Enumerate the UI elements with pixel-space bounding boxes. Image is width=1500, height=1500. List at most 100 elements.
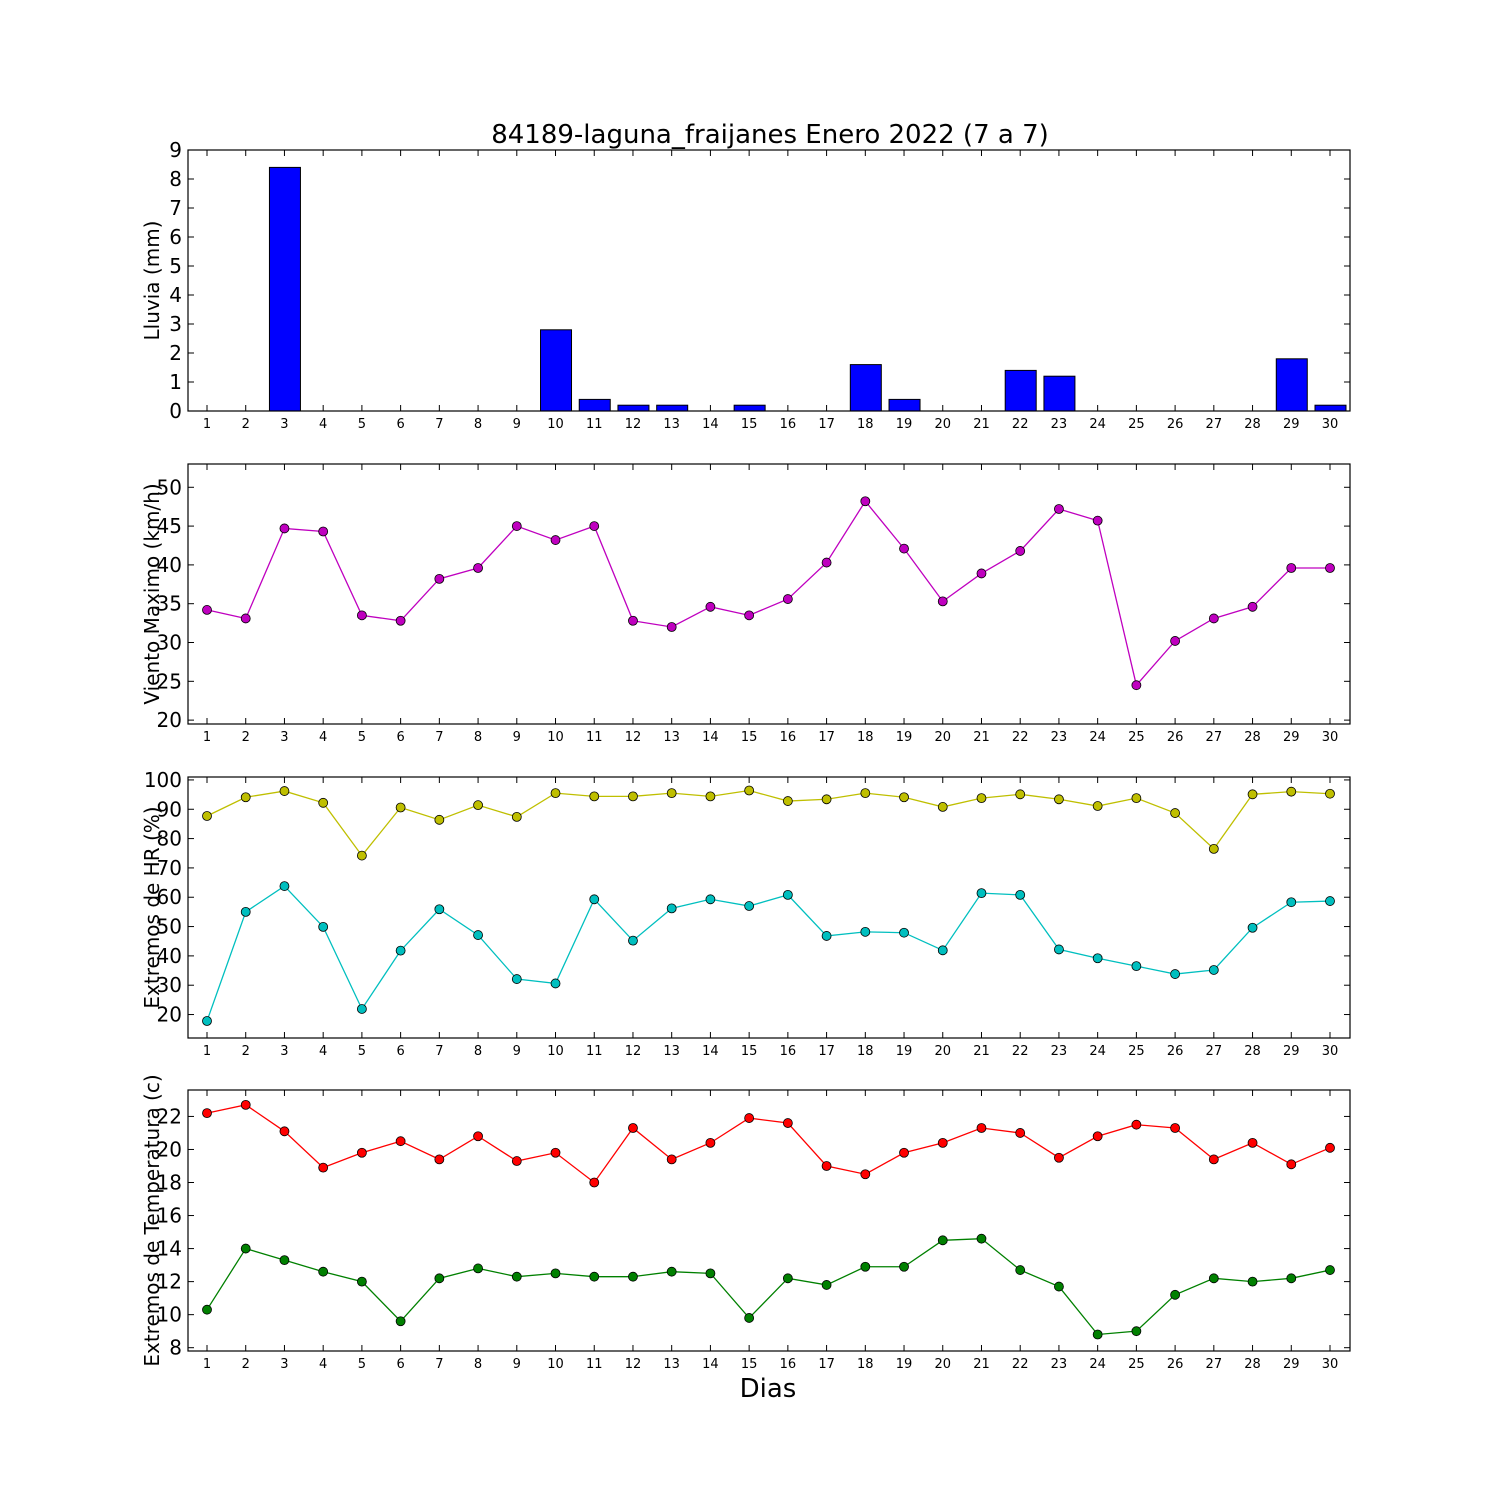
hr-min-point [899,927,909,938]
x-tick-label: 2 [242,417,250,432]
temp-max-point [666,1154,677,1165]
x-tick-label: 28 [1244,1044,1261,1059]
temp-max-point [395,1136,406,1147]
rain-bar [656,404,689,412]
hr-min-point [1208,965,1219,975]
x-tick-label: 29 [1283,730,1300,745]
y-tick-label: 90 [157,797,182,821]
x-tick-label: 17 [818,1044,835,1059]
x-tick-label: 4 [319,730,327,745]
wind-max-point [356,610,367,621]
wind-max-point [279,523,290,534]
hr-max-point [744,785,755,796]
x-tick-label: 20 [934,1044,951,1059]
x-tick-label: 13 [663,730,680,745]
rain-bar [849,364,882,412]
x-tick-label: 13 [663,1357,680,1372]
x-tick-label: 2 [242,1044,250,1059]
hr-max-point [1092,801,1103,811]
hr-max-point [1015,789,1026,800]
temp-min-point [395,1316,406,1327]
temp-min-point [782,1273,793,1284]
x-tick-label: 4 [319,1044,327,1059]
wind-max-point [1247,601,1258,612]
temp-max-point [860,1169,871,1180]
rain-bar [1314,404,1347,412]
x-tick-label: 27 [1206,1357,1223,1372]
y-tick-label: 40 [157,553,182,577]
rain-bar [540,329,573,412]
x-tick-label: 18 [857,730,874,745]
wind-max-point [976,568,987,579]
rain-bar [733,404,766,412]
temp-min-point [240,1243,251,1254]
wind-max-point [240,613,251,624]
wind-max-point [705,601,716,612]
hr-max-point [550,788,561,799]
x-tick-label: 15 [741,730,758,745]
hr-max-point [782,796,793,806]
x-tick-label: 11 [586,1357,603,1372]
x-tick-label: 2 [242,730,250,745]
x-tick-label: 29 [1283,1044,1300,1059]
x-tick-label: 5 [358,1357,366,1372]
hr-min-point [434,904,445,915]
wind-max-point [1092,515,1103,526]
temp-min-point [744,1313,755,1323]
y-tick-label: 12 [157,1270,182,1294]
x-tick-label: 28 [1244,730,1261,745]
temp-min-point [473,1263,483,1274]
x-tick-label: 24 [1089,1044,1106,1059]
x-tick-label: 14 [702,1044,719,1059]
wind-max-point [202,605,212,615]
x-tick-label: 3 [280,1357,288,1372]
y-tick-label: 25 [157,669,182,693]
x-tick-label: 18 [857,417,874,432]
x-tick-label: 16 [780,1357,797,1372]
y-tick-label: 20 [157,708,182,732]
x-tick-label: 5 [358,417,366,432]
hr-max-line [206,789,1331,857]
wind-max-line [206,500,1330,687]
y-axis-label-temperature: Extremos de Temperatura (c) [140,1074,164,1366]
x-tick-label: 9 [513,417,521,432]
y-tick-label: 20 [157,1003,182,1027]
hr-max-point [434,814,445,825]
y-tick-label: 40 [157,944,182,968]
wind-max-point [589,521,600,531]
hr-min-point [821,931,832,941]
x-tick-label: 30 [1322,417,1339,432]
x-tick-label: 15 [741,1044,758,1059]
x-tick-label: 19 [896,417,913,432]
x-tick-label: 11 [586,1044,603,1059]
hr-max-point [1286,786,1297,797]
x-tick-label: 28 [1244,417,1261,432]
x-tick-label: 29 [1283,1357,1300,1372]
y-axis-label-rain: Lluvia (mm) [140,221,164,341]
temp-max-point [705,1137,716,1148]
x-tick-label: 7 [435,1044,443,1059]
x-tick-label: 3 [280,730,288,745]
x-tick-label: 27 [1206,730,1223,745]
hr-max-point [1208,843,1219,854]
temp-max-point [1170,1123,1181,1133]
hr-max-point [1170,808,1181,818]
temp-min-point [1170,1289,1181,1300]
temp-min-point [1131,1326,1142,1337]
hr-min-point [937,945,948,956]
x-tick-label: 16 [780,730,797,745]
hr-max-point [356,850,367,861]
x-tick-label: 11 [586,730,603,745]
temp-max-point [202,1108,212,1119]
wind-max-point [1015,546,1026,556]
x-tick-label: 10 [547,1357,564,1372]
hr-max-point [1054,794,1064,805]
y-tick-label: 22 [157,1104,182,1128]
hr-min-point [1170,969,1181,979]
hr-min-point [550,978,561,989]
temp-min-line [206,1238,1331,1336]
